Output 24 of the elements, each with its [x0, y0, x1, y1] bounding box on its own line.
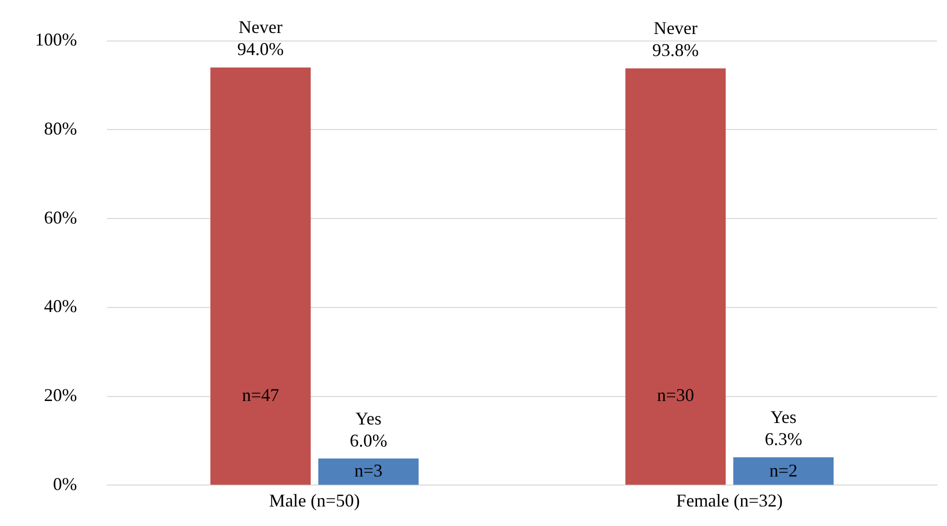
bar: [733, 457, 834, 485]
bar: [318, 458, 419, 485]
annotation: n=30: [656, 385, 694, 406]
y-tick-label: 0%: [52, 474, 77, 494]
annotation: n=2: [769, 460, 798, 481]
data-label: 93.8%: [652, 40, 699, 60]
text: Yes: [770, 406, 797, 427]
y-tick-label: 20%: [44, 385, 77, 406]
data-label: 6.3%: [764, 428, 802, 449]
data-label: 94.0%: [237, 39, 284, 60]
y-tick-label: 100%: [34, 30, 77, 50]
x-tick-label: Male (n=50): [269, 490, 360, 511]
series-label: Yes: [355, 408, 382, 428]
bar: [210, 67, 311, 485]
series-label: Never: [238, 17, 283, 38]
bar: [625, 68, 726, 485]
y-tick-label: 60%: [44, 207, 77, 228]
y-tick-label: 80%: [44, 118, 77, 138]
x-tick-label: Female (n=32): [676, 490, 783, 511]
data-label: 6.0%: [350, 430, 388, 450]
y-tick-label: 40%: [44, 296, 77, 316]
text: Never: [654, 18, 698, 38]
annotation: n=3: [354, 460, 383, 481]
annotation: n=47: [242, 385, 280, 406]
